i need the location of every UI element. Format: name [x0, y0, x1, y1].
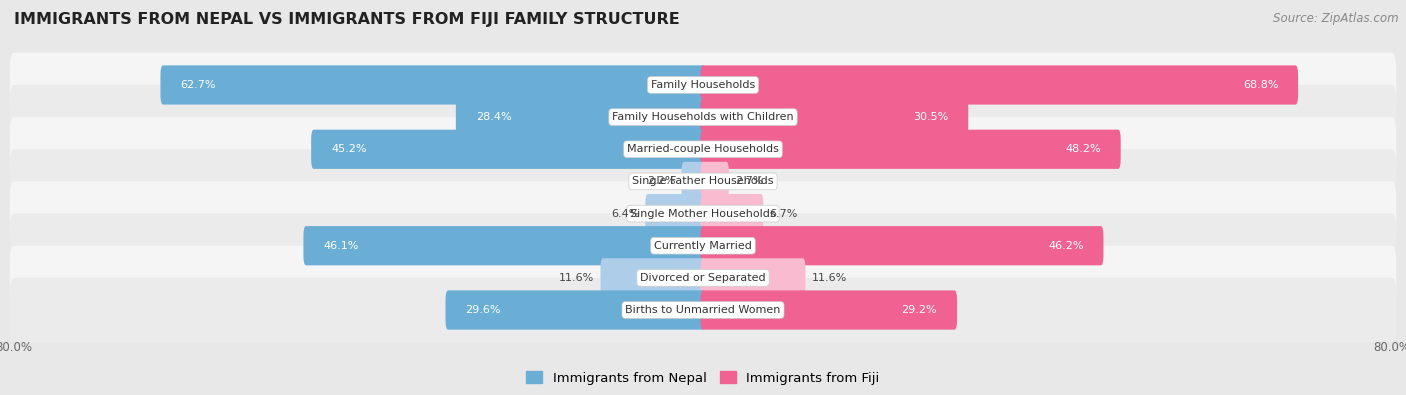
FancyBboxPatch shape: [10, 53, 1396, 117]
FancyBboxPatch shape: [700, 162, 728, 201]
FancyBboxPatch shape: [10, 278, 1396, 342]
Text: 30.5%: 30.5%: [912, 112, 949, 122]
FancyBboxPatch shape: [682, 162, 706, 201]
FancyBboxPatch shape: [304, 226, 706, 265]
Text: Currently Married: Currently Married: [654, 241, 752, 251]
FancyBboxPatch shape: [10, 117, 1396, 181]
FancyBboxPatch shape: [700, 130, 1121, 169]
Text: 62.7%: 62.7%: [180, 80, 215, 90]
Text: Divorced or Separated: Divorced or Separated: [640, 273, 766, 283]
Text: Source: ZipAtlas.com: Source: ZipAtlas.com: [1274, 12, 1399, 25]
FancyBboxPatch shape: [700, 290, 957, 330]
FancyBboxPatch shape: [10, 214, 1396, 278]
Text: Family Households with Children: Family Households with Children: [612, 112, 794, 122]
FancyBboxPatch shape: [10, 246, 1396, 310]
Legend: Immigrants from Nepal, Immigrants from Fiji: Immigrants from Nepal, Immigrants from F…: [522, 366, 884, 390]
FancyBboxPatch shape: [311, 130, 706, 169]
FancyBboxPatch shape: [645, 194, 706, 233]
Text: 2.2%: 2.2%: [647, 177, 675, 186]
Text: 68.8%: 68.8%: [1243, 80, 1278, 90]
Text: 29.2%: 29.2%: [901, 305, 938, 315]
Text: 11.6%: 11.6%: [560, 273, 595, 283]
FancyBboxPatch shape: [456, 98, 706, 137]
Text: IMMIGRANTS FROM NEPAL VS IMMIGRANTS FROM FIJI FAMILY STRUCTURE: IMMIGRANTS FROM NEPAL VS IMMIGRANTS FROM…: [14, 12, 681, 27]
Text: Single Father Households: Single Father Households: [633, 177, 773, 186]
FancyBboxPatch shape: [10, 181, 1396, 246]
FancyBboxPatch shape: [700, 258, 806, 297]
Text: 6.4%: 6.4%: [610, 209, 640, 218]
FancyBboxPatch shape: [700, 98, 969, 137]
Text: Births to Unmarried Women: Births to Unmarried Women: [626, 305, 780, 315]
FancyBboxPatch shape: [10, 85, 1396, 149]
FancyBboxPatch shape: [700, 194, 763, 233]
FancyBboxPatch shape: [446, 290, 706, 330]
Text: 6.7%: 6.7%: [769, 209, 797, 218]
Text: 46.1%: 46.1%: [323, 241, 359, 251]
FancyBboxPatch shape: [700, 65, 1298, 105]
FancyBboxPatch shape: [700, 226, 1104, 265]
Text: 46.2%: 46.2%: [1047, 241, 1084, 251]
Text: 45.2%: 45.2%: [330, 144, 367, 154]
Text: Single Mother Households: Single Mother Households: [630, 209, 776, 218]
Text: 28.4%: 28.4%: [475, 112, 512, 122]
FancyBboxPatch shape: [160, 65, 706, 105]
Text: 2.7%: 2.7%: [735, 177, 763, 186]
Text: Family Households: Family Households: [651, 80, 755, 90]
Text: 48.2%: 48.2%: [1066, 144, 1101, 154]
Text: 29.6%: 29.6%: [465, 305, 501, 315]
FancyBboxPatch shape: [10, 149, 1396, 214]
FancyBboxPatch shape: [600, 258, 706, 297]
Text: Married-couple Households: Married-couple Households: [627, 144, 779, 154]
Text: 11.6%: 11.6%: [811, 273, 846, 283]
